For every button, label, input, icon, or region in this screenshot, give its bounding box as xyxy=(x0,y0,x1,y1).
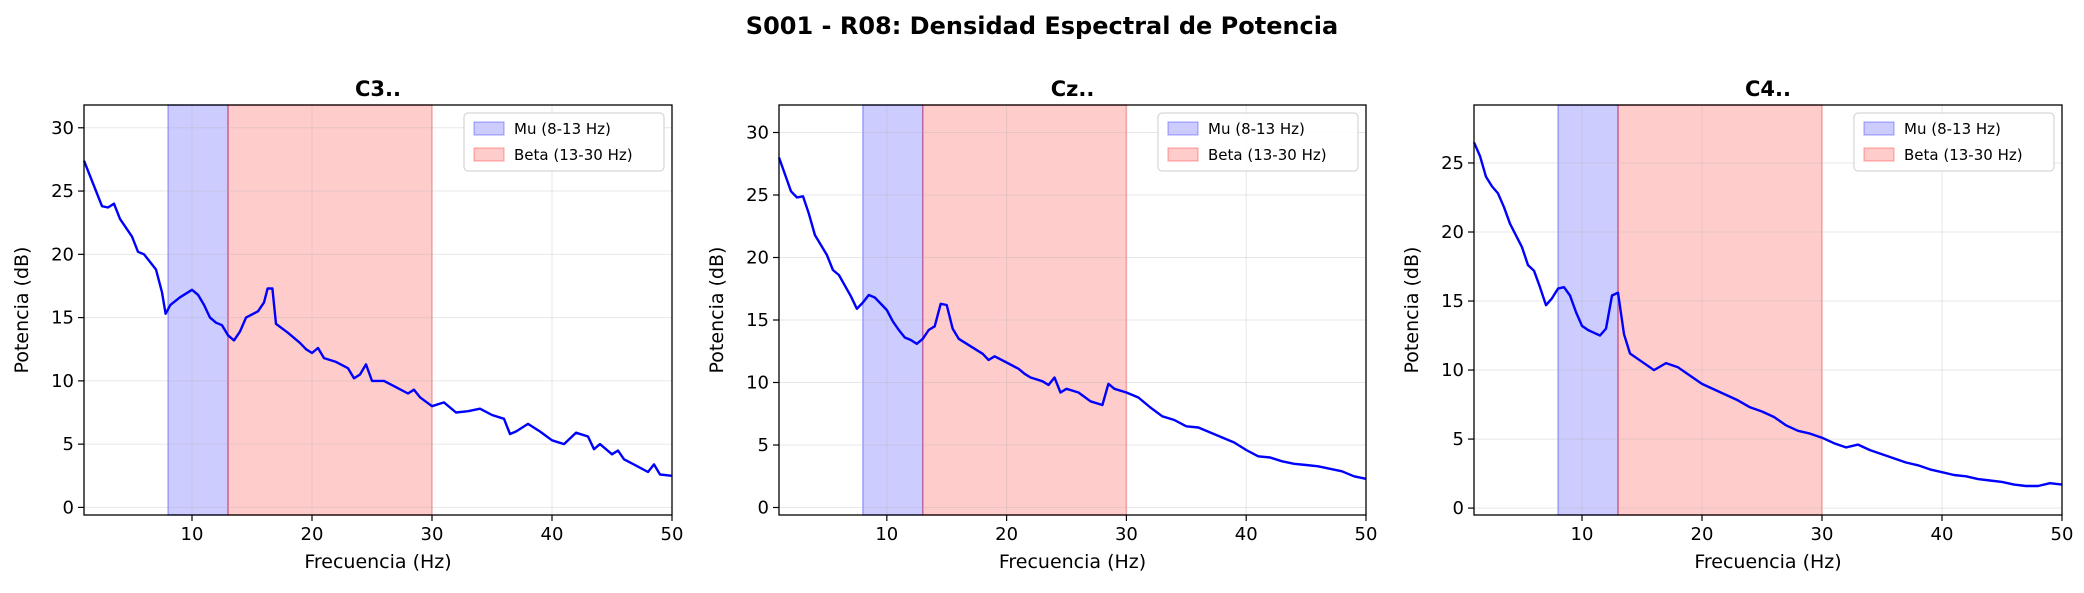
plot-area xyxy=(84,105,672,515)
y-tick-label: 15 xyxy=(1441,291,1464,312)
legend-box xyxy=(1853,112,2055,172)
legend-box xyxy=(463,112,665,172)
chart-panel-2: 10 20 30 40 50 0 5 10 15 20 25 30 Cz.. Frecuencia (Hz… xyxy=(706,77,1377,573)
legend-swatch xyxy=(1167,147,1199,162)
y-tick-label: 10 xyxy=(1441,360,1464,381)
y-tick-label: 5 xyxy=(758,435,769,456)
psd-line xyxy=(1472,141,2063,488)
y-axis-label: Potencia (dB) xyxy=(706,247,728,374)
y-tick-label: 15 xyxy=(51,308,74,329)
legend-label: Mu (8-13 Hz) xyxy=(1208,120,1305,138)
y-tick-label: 10 xyxy=(746,373,769,394)
legend-swatch xyxy=(473,147,505,162)
y-tick-label: 0 xyxy=(758,498,769,519)
plot-area xyxy=(1474,105,2062,515)
y-tick-label: 5 xyxy=(1453,429,1464,450)
mu-band xyxy=(862,104,924,516)
y-tick-label: 0 xyxy=(1453,498,1464,519)
x-tick-label: 30 xyxy=(1811,524,1834,545)
legend-label: Mu (8-13 Hz) xyxy=(514,120,611,138)
axes-frame xyxy=(83,104,673,516)
y-tick-label: 15 xyxy=(746,310,769,331)
x-tick-label: 40 xyxy=(1235,524,1258,545)
legend: Mu (8-13 Hz) Beta (13-30 Hz) xyxy=(1157,112,1359,172)
axes-frame xyxy=(1473,104,2063,516)
figure-suptitle: S001 - R08: Densidad Espectral de Potenc… xyxy=(746,12,1338,40)
x-tick-label: 40 xyxy=(1931,524,1954,545)
beta-band xyxy=(1617,104,1823,516)
plot-area xyxy=(779,105,1366,515)
x-tick-label: 10 xyxy=(1571,524,1594,545)
y-tick-label: 25 xyxy=(51,181,74,202)
y-axis-label: Potencia (dB) xyxy=(1401,247,1423,374)
chart-panel-3: 10 20 30 40 50 0 5 10 15 20 25 C4.. Frecuencia (Hz) P… xyxy=(1401,77,2073,573)
legend-swatch xyxy=(1167,121,1199,136)
legend: Mu (8-13 Hz) Beta (13-30 Hz) xyxy=(463,112,665,172)
x-tick-label: 10 xyxy=(181,524,204,545)
x-tick-label: 20 xyxy=(301,524,324,545)
mu-band xyxy=(167,104,229,516)
x-axis-label: Frecuencia (Hz) xyxy=(304,551,451,573)
mu-band xyxy=(1557,104,1619,516)
x-tick-label: 20 xyxy=(995,524,1018,545)
x-tick-label: 30 xyxy=(421,524,444,545)
y-tick-label: 30 xyxy=(746,123,769,144)
beta-band xyxy=(227,104,433,516)
legend-swatch xyxy=(1863,147,1895,162)
y-tick-label: 30 xyxy=(51,118,74,139)
legend-box xyxy=(1157,112,1359,172)
legend-swatch xyxy=(1863,121,1895,136)
y-tick-label: 10 xyxy=(51,371,74,392)
x-tick-label: 50 xyxy=(1355,524,1378,545)
legend-swatch xyxy=(473,121,505,136)
x-tick-label: 20 xyxy=(1691,524,1714,545)
x-axis-label: Frecuencia (Hz) xyxy=(1694,551,1841,573)
x-tick-label: 50 xyxy=(2051,524,2074,545)
x-tick-label: 40 xyxy=(541,524,564,545)
x-tick-label: 10 xyxy=(875,524,898,545)
y-tick-label: 20 xyxy=(51,244,74,265)
legend: Mu (8-13 Hz) Beta (13-30 Hz) xyxy=(1853,112,2055,172)
y-axis-label: Potencia (dB) xyxy=(11,247,33,374)
x-axis-label: Frecuencia (Hz) xyxy=(999,551,1146,573)
legend-label: Beta (13-30 Hz) xyxy=(1208,146,1327,164)
chart-panel-1: 10 20 30 40 50 0 5 10 15 20 25 30 C3.. Frecuencia (Hz… xyxy=(11,77,683,573)
legend-label: Mu (8-13 Hz) xyxy=(1904,120,2001,138)
y-tick-label: 0 xyxy=(63,497,74,518)
psd-line xyxy=(777,157,1367,480)
x-tick-label: 30 xyxy=(1115,524,1138,545)
panel-title: C3.. xyxy=(355,77,401,101)
legend-label: Beta (13-30 Hz) xyxy=(514,146,633,164)
panel-title: C4.. xyxy=(1745,77,1791,101)
y-tick-label: 25 xyxy=(1441,153,1464,174)
axes-frame xyxy=(778,104,1367,516)
x-tick-label: 50 xyxy=(661,524,684,545)
y-tick-label: 20 xyxy=(746,248,769,269)
y-tick-label: 20 xyxy=(1441,222,1464,243)
y-tick-label: 25 xyxy=(746,185,769,206)
beta-band xyxy=(922,104,1128,516)
panel-title: Cz.. xyxy=(1051,77,1095,101)
psd-line xyxy=(82,160,673,477)
y-tick-label: 5 xyxy=(63,434,74,455)
legend-label: Beta (13-30 Hz) xyxy=(1904,146,2023,164)
